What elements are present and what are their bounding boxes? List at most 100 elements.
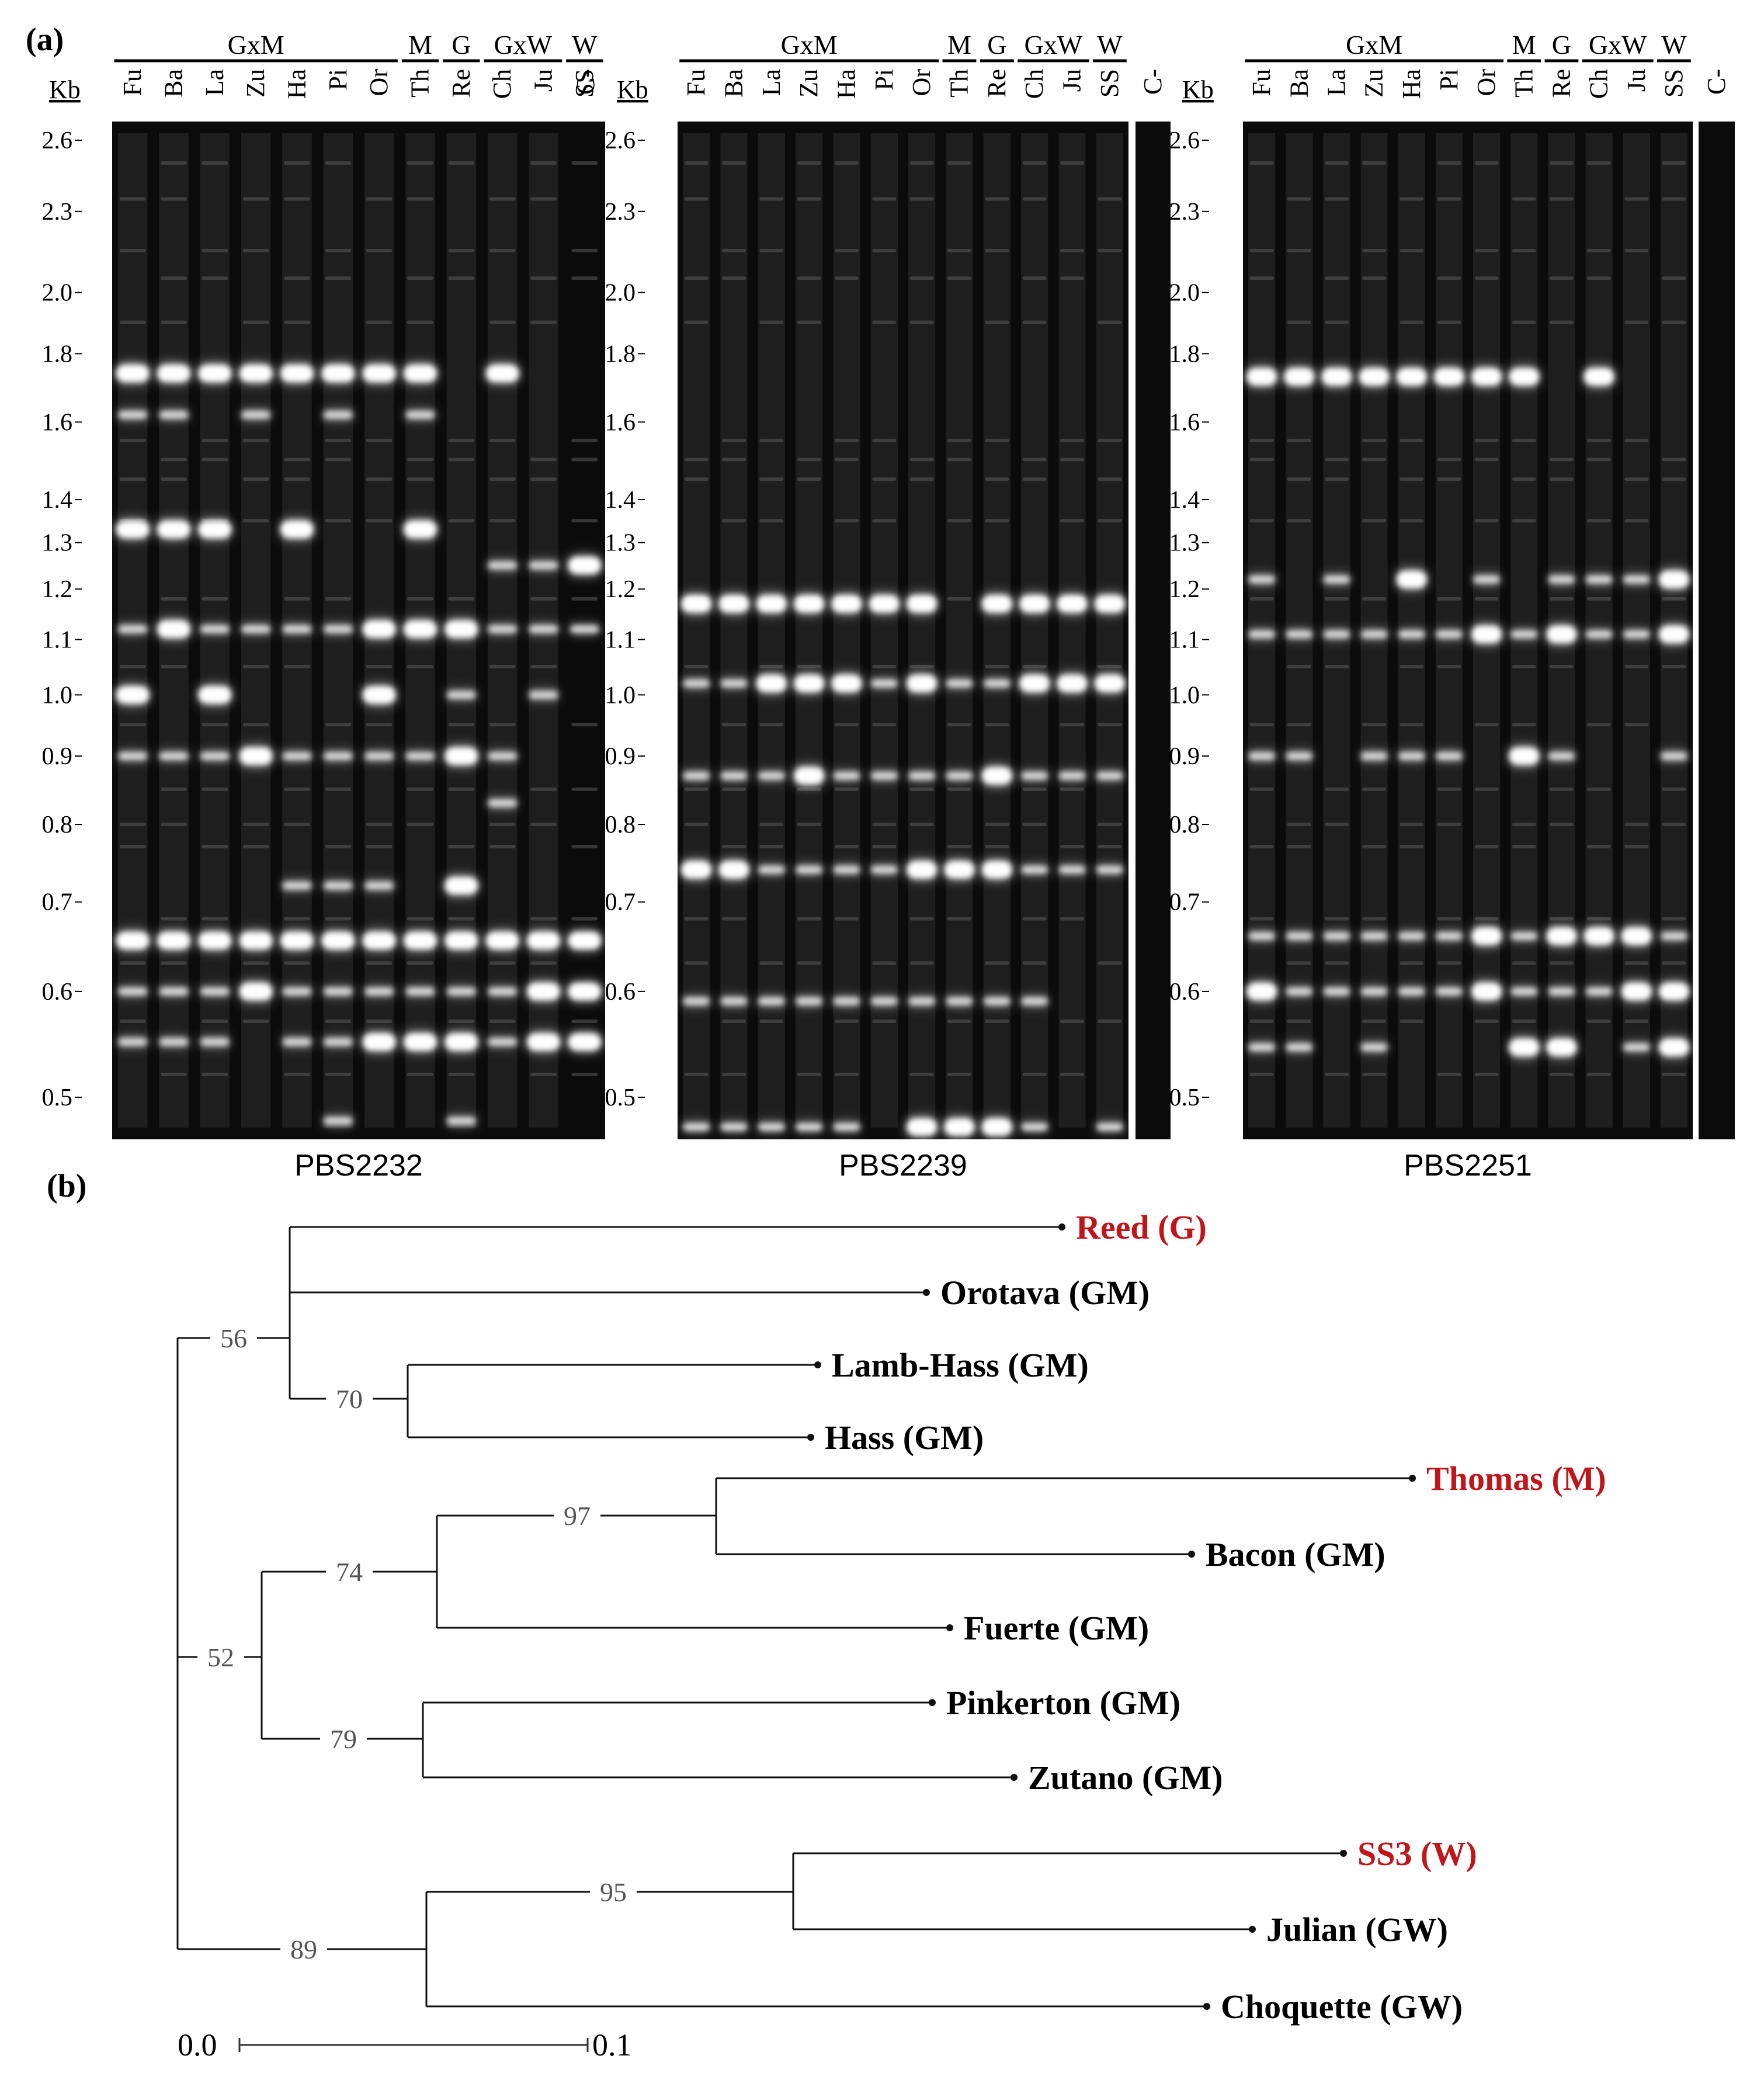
gel-band [681,595,711,613]
gel-band [1397,368,1427,386]
faint-band [1437,823,1461,827]
leaf-node [1249,1926,1256,1933]
faint-band [684,823,709,827]
faint-band [407,664,434,668]
bootstrap-bg [590,1877,637,1907]
size-marker: 0.7 [605,889,636,916]
faint-band [947,161,972,165]
faint-band [448,276,475,280]
faint-band [1624,477,1649,481]
gel-band [405,987,435,996]
leaf-label: Julian (GW) [1266,1911,1448,1949]
lane-label: Fu [1247,69,1276,96]
gel-band [718,595,749,613]
faint-band [1362,438,1387,442]
faint-band [872,845,897,849]
gel-band [758,1122,785,1131]
gel-band [200,987,230,996]
gel-band [756,674,787,692]
faint-band [325,161,352,165]
gel-band [488,799,517,807]
faint-band [1098,961,1122,965]
faint-band [530,320,557,324]
faint-band [684,320,709,324]
gel-band [568,1033,601,1051]
faint-band [1587,917,1612,921]
size-marker: 1.2 [42,576,73,603]
size-marker: 1.8 [605,341,636,368]
faint-band [985,248,1009,252]
faint-band [1362,723,1387,727]
lane-label: Fu [682,69,710,96]
faint-band [1249,787,1274,791]
gel-band [324,881,353,890]
gel-band [1548,752,1575,761]
faint-band [489,664,516,668]
faint-band [1587,1019,1612,1023]
faint-band [366,320,393,324]
gel-band [946,771,973,780]
faint-band [1624,519,1649,523]
gel-band [683,997,710,1006]
faint-band [721,1019,746,1023]
faint-band [448,597,475,601]
faint-band [1362,161,1387,165]
gel-band [405,411,435,420]
size-marker: 0.5 [1169,1084,1200,1111]
faint-band [909,787,934,791]
faint-band [366,197,393,201]
gel-band [1659,625,1689,643]
group-header-label: GxM [1346,30,1402,60]
gel-band [1659,1038,1689,1056]
faint-band [1474,438,1499,442]
faint-band [1098,477,1122,481]
faint-band [1287,845,1311,849]
gel-band [1546,625,1577,643]
faint-band [1662,457,1686,462]
size-marker: 1.1 [1169,627,1200,654]
size-marker: 1.4 [605,487,636,514]
faint-band [1437,276,1461,280]
faint-band [1287,1019,1311,1023]
faint-band [160,477,187,481]
faint-band [489,723,516,727]
gel-band [1623,575,1650,584]
faint-band [119,1019,146,1023]
bootstrap-bg [197,1642,244,1672]
gel-band [683,771,710,780]
control-label: C- [1702,69,1731,95]
faint-band [1022,823,1047,827]
faint-band [1060,161,1085,165]
faint-band [721,276,746,280]
faint-band [797,457,821,462]
faint-band [530,917,557,921]
faint-band [759,723,784,727]
gel-band [445,931,478,949]
faint-band [1474,597,1499,601]
faint-band [1249,845,1274,849]
faint-band [947,438,972,442]
gel-band [1471,927,1502,945]
faint-band [797,917,821,921]
faint-band [1624,197,1649,201]
gel-background [678,122,1128,1139]
faint-band [1022,276,1047,280]
faint-band [1624,845,1649,849]
leaf-label: Pinkerton (GM) [946,1684,1180,1722]
faint-band [489,519,516,523]
faint-band [283,197,311,201]
faint-band [366,823,393,827]
gel-band [568,982,601,1000]
faint-band [1400,823,1424,827]
faint-band [1662,197,1686,201]
faint-band [571,917,598,921]
lane-label: Ba [159,69,188,98]
faint-band [407,477,434,481]
faint-band [489,248,516,252]
faint-band [530,597,557,601]
gel-band [1284,368,1314,386]
faint-band [947,457,972,462]
faint-band [1362,597,1387,601]
faint-band [1437,197,1461,201]
faint-band [407,320,434,324]
